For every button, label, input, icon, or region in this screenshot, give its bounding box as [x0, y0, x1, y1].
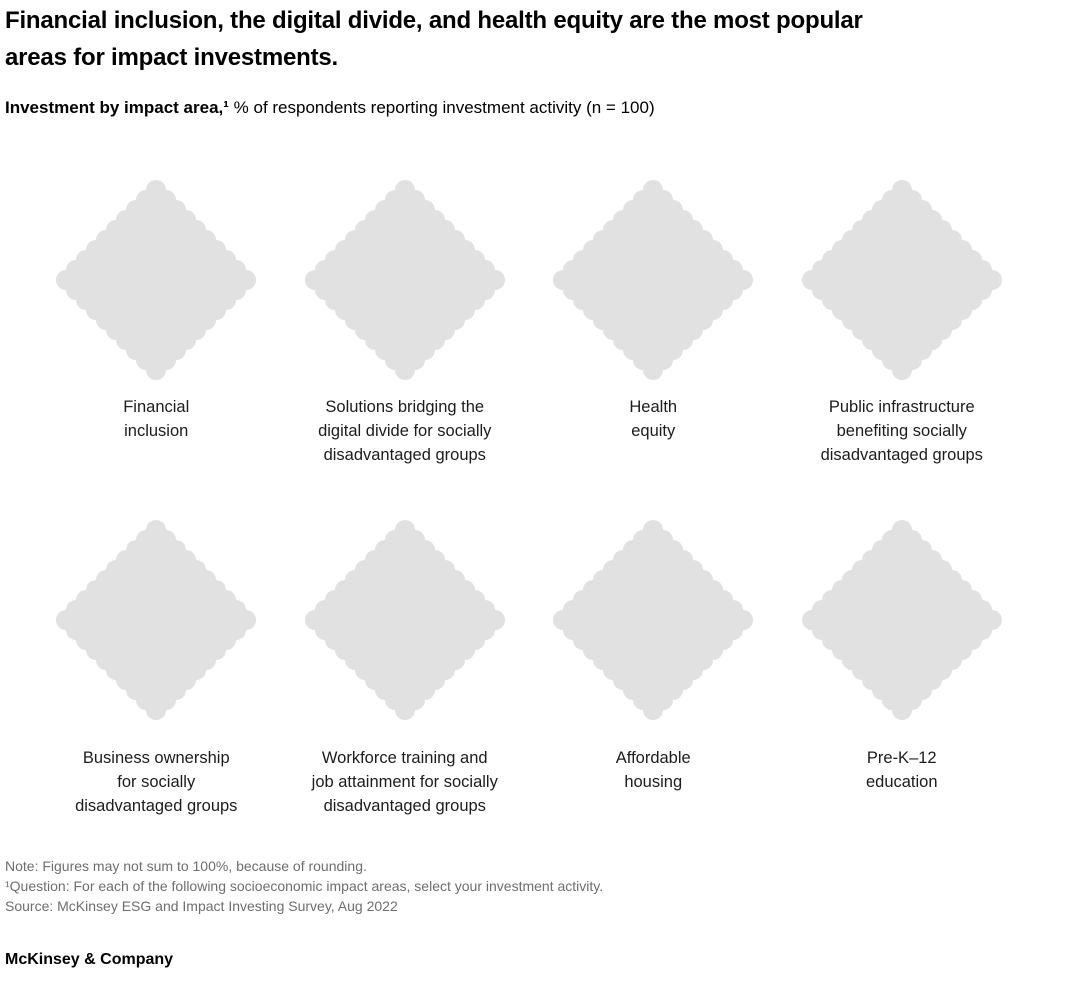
dot [643, 360, 664, 380]
impact-area-label: Affordable housing [615, 749, 691, 791]
dot-matrix-diamond [801, 520, 1002, 720]
dot-matrix-diamond [304, 180, 505, 380]
dot-matrix-diamond [553, 520, 754, 720]
exhibit-title: Financial inclusion, the digital divide,… [5, 7, 863, 71]
dot-matrix-diamond [553, 180, 754, 380]
impact-area-label: Pre-K–12 education [865, 749, 938, 791]
impact-area-cell-pre-k-12-education: Pre-K–12 education [778, 520, 1027, 818]
dot [394, 360, 415, 380]
dot [891, 360, 912, 380]
dot [146, 700, 167, 720]
impact-area-label: Solutions bridging the digital divide fo… [318, 398, 492, 464]
dot [891, 700, 912, 720]
chart-subtitle-lead: Investment by impact area,¹ [5, 98, 229, 117]
impact-area-cell-business-ownership: Business ownership for socially disadvan… [32, 520, 281, 818]
mckinsey-company-wordmark: McKinsey & Company [5, 951, 174, 968]
impact-area-cell-workforce-training: Workforce training and job attainment fo… [281, 520, 530, 818]
dot-matrix-diamond [801, 180, 1002, 380]
impact-area-label: Workforce training and job attainment fo… [311, 749, 498, 815]
chart-subtitle: Investment by impact area,¹ % of respond… [5, 96, 655, 120]
dot [394, 700, 415, 720]
impact-area-cell-health-equity: Health equity [529, 180, 778, 520]
dot-matrix-diamond [56, 520, 257, 720]
impact-area-label: Business ownership for socially disadvan… [75, 749, 238, 815]
dot [643, 700, 664, 720]
impact-area-cell-financial-inclusion: Financial inclusion [32, 180, 281, 520]
impact-area-cell-digital-divide: Solutions bridging the digital divide fo… [281, 180, 530, 520]
impact-area-cell-public-infrastructure: Public infrastructure benefiting sociall… [778, 180, 1027, 520]
waffle-chart-grid: Financial inclusion Solutions bridging t… [32, 180, 1026, 818]
footnote-question: ¹Question: For each of the following soc… [5, 878, 604, 894]
impact-area-cell-affordable-housing: Affordable housing [529, 520, 778, 818]
impact-area-label: Financial inclusion [123, 398, 190, 440]
footnote-source: Source: McKinsey ESG and Impact Investin… [5, 898, 398, 914]
impact-area-label: Health equity [629, 398, 678, 440]
chart-subtitle-description: % of respondents reporting investment ac… [228, 98, 655, 117]
footnotes: Note: Figures may not sum to 100%, becau… [5, 856, 603, 916]
footnote-rounding: Note: Figures may not sum to 100%, becau… [5, 858, 367, 874]
dot-matrix-diamond [56, 180, 257, 380]
dot [146, 360, 167, 380]
dot-matrix-diamond [304, 520, 505, 720]
impact-area-label: Public infrastructure benefiting sociall… [820, 398, 983, 464]
